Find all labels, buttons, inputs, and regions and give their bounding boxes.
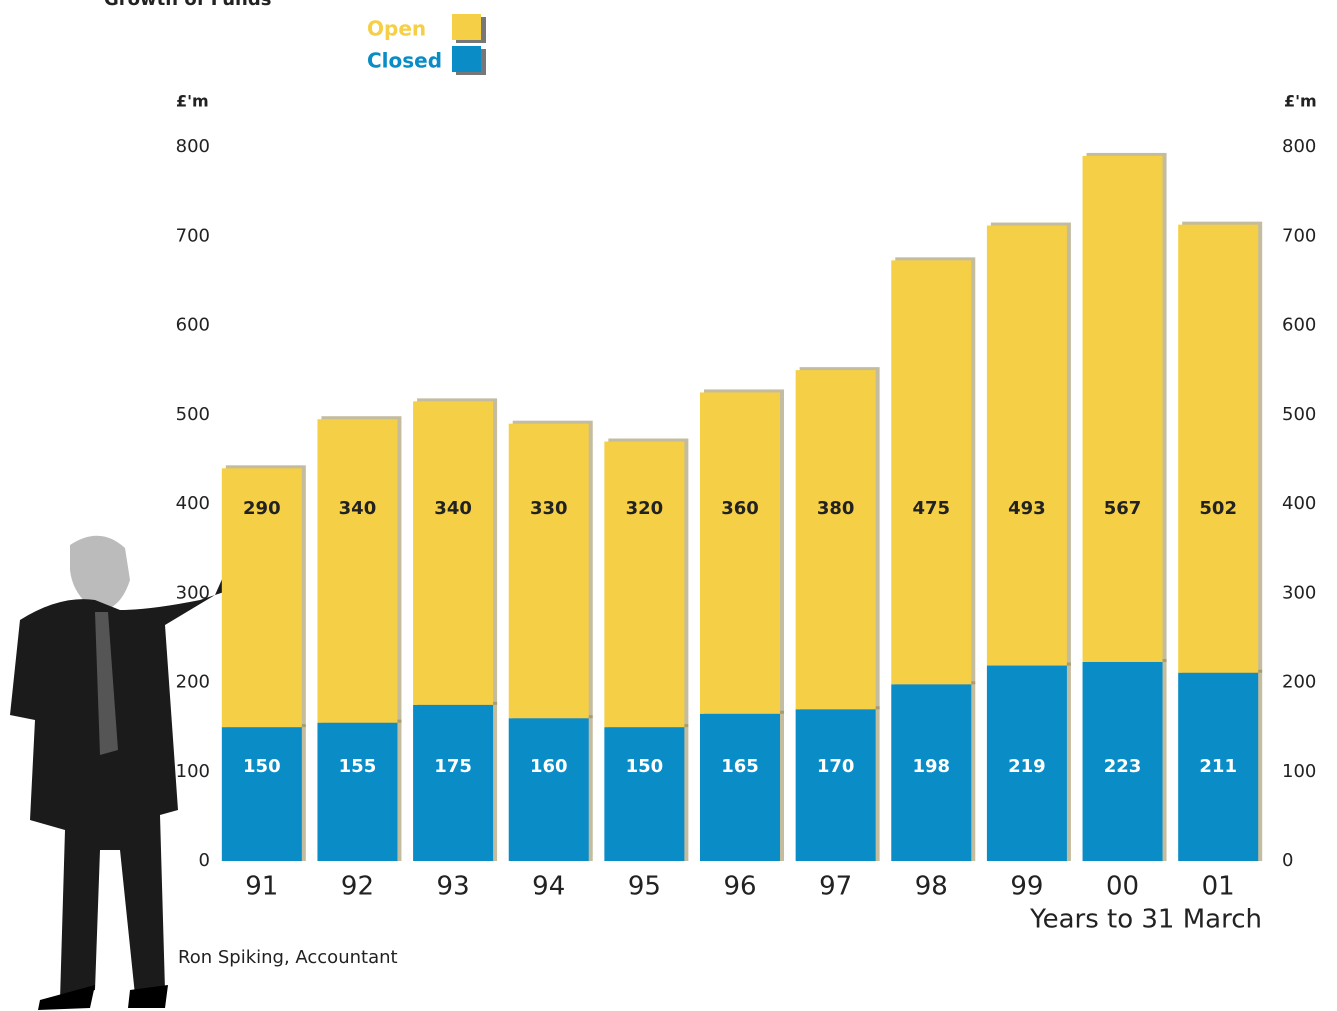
bar-segment xyxy=(795,370,876,710)
legend-swatch xyxy=(452,46,481,72)
x-tick-label: 93 xyxy=(437,872,470,902)
bar-segment xyxy=(891,260,972,685)
data-label: 155 xyxy=(339,756,377,777)
data-label: 330 xyxy=(530,498,568,519)
data-label: 198 xyxy=(912,756,950,777)
bar-segment xyxy=(604,727,685,861)
data-label: 567 xyxy=(1104,498,1142,519)
x-tick-label: 96 xyxy=(723,872,756,902)
bar-segment xyxy=(986,225,1067,666)
y-tick-label: 200 xyxy=(176,672,210,693)
person-photo xyxy=(10,535,245,1010)
x-tick-label: 94 xyxy=(532,872,565,902)
bar-segment xyxy=(508,718,589,861)
y-tick-label: 500 xyxy=(176,404,210,425)
x-tick-label: 98 xyxy=(915,872,948,902)
data-label: 165 xyxy=(721,756,759,777)
bar-segment xyxy=(1082,661,1163,861)
x-tick-label: 01 xyxy=(1202,872,1235,902)
x-tick-label: 92 xyxy=(341,872,374,902)
bar-segment xyxy=(891,684,972,861)
y-axis-label: £'m xyxy=(176,92,209,111)
y-tick-label: 100 xyxy=(176,761,210,782)
bar-segment xyxy=(413,704,494,861)
bar-segment xyxy=(508,423,589,719)
y2-tick-label: 800 xyxy=(1282,136,1316,157)
y2-tick-label: 100 xyxy=(1282,761,1316,782)
bar-segment xyxy=(413,401,494,705)
y2-tick-label: 600 xyxy=(1282,315,1316,336)
data-label: 290 xyxy=(243,498,281,519)
data-label: 223 xyxy=(1104,756,1142,777)
y2-tick-label: 700 xyxy=(1282,225,1316,246)
bar-segment xyxy=(1082,155,1163,662)
data-label: 150 xyxy=(626,756,664,777)
x-axis-label: Years to 31 March xyxy=(1029,905,1262,935)
data-label: 475 xyxy=(912,498,950,519)
caption: Ron Spiking, Accountant xyxy=(178,947,398,968)
bar-segment xyxy=(317,419,398,723)
bar-segment xyxy=(700,713,780,861)
data-label: 340 xyxy=(434,498,472,519)
x-tick-label: 91 xyxy=(245,872,278,902)
bar-segment xyxy=(317,722,398,861)
bar-segment xyxy=(700,392,780,714)
y-tick-label: 700 xyxy=(176,225,210,246)
bar-segment xyxy=(604,441,685,728)
bar-segment xyxy=(1178,224,1259,673)
y-tick-label: 800 xyxy=(176,136,210,157)
y2-tick-label: 0 xyxy=(1282,850,1293,871)
x-tick-label: 99 xyxy=(1010,872,1043,902)
data-label: 340 xyxy=(339,498,377,519)
data-label: 175 xyxy=(434,756,472,777)
y-tick-label: 300 xyxy=(176,582,210,603)
data-label: 170 xyxy=(817,756,855,777)
x-tick-label: 00 xyxy=(1106,872,1139,902)
legend-label: Open xyxy=(367,17,426,41)
y2-tick-label: 300 xyxy=(1282,582,1316,603)
bar-segment xyxy=(221,468,302,728)
bar-segment xyxy=(221,727,302,861)
legend-swatch xyxy=(452,14,481,40)
data-label: 360 xyxy=(721,498,759,519)
data-label: 380 xyxy=(817,498,855,519)
y2-tick-label: 500 xyxy=(1282,404,1316,425)
data-label: 211 xyxy=(1199,756,1237,777)
data-label: 320 xyxy=(626,498,664,519)
data-label: 502 xyxy=(1199,498,1237,519)
y2-tick-label: 400 xyxy=(1282,493,1316,514)
bar-segment xyxy=(1178,672,1259,861)
bar-segment xyxy=(986,665,1067,861)
chart-title: Growth of Funds xyxy=(104,0,271,10)
y-tick-label: 600 xyxy=(176,315,210,336)
legend-label: Closed xyxy=(367,49,442,73)
data-label: 219 xyxy=(1008,756,1046,777)
y2-axis-label: £'m xyxy=(1284,92,1317,111)
data-label: 493 xyxy=(1008,498,1046,519)
x-tick-label: 95 xyxy=(628,872,661,902)
x-tick-label: 97 xyxy=(819,872,852,902)
y-tick-label: 0 xyxy=(199,850,210,871)
data-label: 160 xyxy=(530,756,568,777)
y-tick-label: 400 xyxy=(176,493,210,514)
y2-tick-label: 200 xyxy=(1282,672,1316,693)
data-label: 150 xyxy=(243,756,281,777)
bar-segment xyxy=(795,709,876,861)
